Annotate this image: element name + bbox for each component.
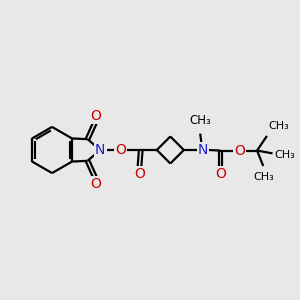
Text: O: O <box>234 144 245 158</box>
Text: N: N <box>95 143 105 157</box>
Text: CH₃: CH₃ <box>189 115 211 128</box>
Text: O: O <box>115 143 126 157</box>
Text: N: N <box>198 143 208 157</box>
Text: CH₃: CH₃ <box>253 172 274 182</box>
Text: CH₃: CH₃ <box>268 121 289 131</box>
Text: O: O <box>90 109 101 122</box>
Text: CH₃: CH₃ <box>275 150 296 160</box>
Text: O: O <box>134 167 145 182</box>
Text: O: O <box>215 167 226 181</box>
Text: O: O <box>90 178 101 191</box>
